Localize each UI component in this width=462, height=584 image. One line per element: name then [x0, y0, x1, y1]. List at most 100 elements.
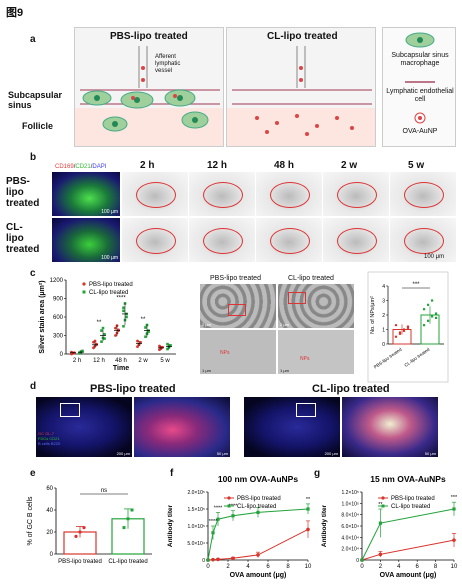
stain-dapi: DAPI: [92, 164, 107, 170]
y-tick-label: 6.0×10⁴: [341, 524, 359, 530]
stain-cd169: CD169: [55, 164, 74, 170]
data-point: [82, 526, 86, 530]
follicle-outline: [203, 182, 243, 208]
data-point: [122, 526, 126, 530]
silver-stain-image: [122, 172, 188, 216]
follicle-outline: [404, 182, 444, 208]
y-tick-label: 900: [53, 297, 64, 303]
cl-gc-overview: 200 μm: [244, 397, 340, 457]
follicle-outline: [203, 228, 243, 254]
data-point: [402, 328, 406, 331]
data-point: [101, 326, 105, 330]
data-point: [394, 335, 398, 338]
chart-title: 100 nm OVA-AuNPs: [218, 474, 298, 484]
y-tick-label: 3: [382, 299, 385, 305]
cl-fluorescence-image: 100 µm: [52, 218, 120, 262]
em-cl-image: 2 μm: [278, 284, 354, 328]
data-point: [211, 531, 215, 535]
data-point: [452, 538, 456, 542]
em-np-annotation: NPs: [220, 350, 230, 356]
scalebar-d-zoom: 50 μm: [424, 451, 436, 456]
y-axis-label: Silver stain area (μm²): [39, 280, 46, 353]
significance-marker: ***: [412, 282, 420, 288]
significance-marker: ****: [116, 295, 126, 301]
chart-g-15nm: 15 nm OVA-AuNPs 0 2.0×10⁴ 4.0×10⁴ 6.0×10⁴ 8.0…: [321, 474, 458, 579]
timepoint-label: 12 h: [207, 160, 228, 171]
y-axis-label: Antibody titer: [167, 504, 174, 547]
data-point: [169, 344, 172, 347]
data-point: [378, 552, 383, 557]
legend-marker-cl: [82, 290, 86, 294]
series-line: [207, 508, 309, 561]
y-tick-label: 8.0×10⁴: [341, 513, 359, 519]
y-tick-label: 2.0×10⁵: [187, 490, 205, 496]
scalebar-b-main: 100 μm: [424, 254, 445, 260]
data-point: [256, 510, 260, 514]
panel-d-pbs-title: PBS-lipo treated: [90, 383, 176, 395]
chart-e-gc-bcells: 0 20 40 60 PBS-lipo treated CL-lipo treated ns…: [27, 486, 152, 565]
y-axis-label: % of GC B cells: [27, 496, 34, 546]
x-tick-label: PBS-lipo treated: [373, 346, 403, 369]
y-axis-label: No. of NPs/μm²: [370, 296, 376, 334]
data-point: [81, 349, 84, 353]
y-tick-label: 1.5×10⁵: [187, 507, 205, 513]
data-point: [431, 299, 434, 302]
data-point: [206, 558, 210, 562]
data-point: [427, 319, 430, 322]
x-axis-label: Time: [113, 365, 129, 372]
panel-g-label: g: [314, 468, 321, 479]
data-point: [92, 346, 95, 350]
data-point: [360, 558, 364, 562]
legend-marker-pbs: [82, 282, 86, 286]
significance-marker: ****: [209, 519, 218, 525]
data-point: [122, 306, 125, 310]
silver-stain-image: [256, 218, 322, 262]
panel-d-label: d: [30, 381, 37, 392]
em-zoom-scale: 1 μm: [202, 368, 211, 373]
data-point: [78, 530, 82, 534]
y-tick-label: 4: [382, 284, 385, 290]
silver-stain-image: [122, 218, 188, 262]
data-point: [125, 315, 128, 319]
em-scale: 2 μm: [202, 322, 211, 327]
y-tick-label: 4.0×10⁴: [341, 535, 359, 541]
chart-c-np-count: 0 1 2 3 4 PBS-lipo treated CL-lipo treated *** N…: [367, 271, 449, 383]
significance-marker: ****: [229, 504, 238, 510]
zoom-box: [296, 403, 316, 417]
afferent-vessel-label: Afferent lymphatic vessel: [155, 54, 181, 74]
y-tick-label: 0: [202, 558, 205, 564]
y-tick-label: 600: [53, 315, 64, 321]
pbs-gc-zoom: 50 μm: [134, 397, 230, 457]
follicle-outline: [337, 182, 377, 208]
panel-a-cl-title: CL-lipo treated: [267, 31, 338, 42]
em-title-cl: CL-lipo treated: [288, 275, 334, 282]
data-point: [398, 331, 402, 334]
data-point: [423, 324, 426, 327]
y-tick-label: 40: [46, 508, 53, 514]
data-point: [423, 308, 426, 311]
data-point: [211, 557, 215, 562]
y-tick-label: 0: [356, 558, 359, 564]
figure-label: 图9: [6, 7, 24, 19]
legend-label-cl: CL-lipo treated: [89, 290, 128, 296]
row-cl-label: CL-lipo treated: [6, 222, 40, 255]
timepoint-label: 48 h: [274, 160, 295, 171]
y-tick-label: 2: [382, 313, 385, 319]
panel-a-pbs-title: PBS-lipo treated: [110, 31, 188, 42]
x-tick-label: 6: [266, 564, 270, 570]
em-zoom-box: [288, 292, 306, 304]
panel-e-label: e: [30, 468, 36, 479]
scalebar-d-big: 200 μm: [116, 451, 130, 456]
legend-bcells: B cells B220: [38, 441, 61, 446]
scalebar-b-small: 100 µm: [101, 255, 118, 261]
significance-marker: **: [97, 320, 102, 326]
x-tick-label: CL-lipo treated: [108, 559, 147, 565]
data-point: [100, 329, 103, 332]
data-point: [103, 332, 106, 336]
y-tick-label: 1.0×10⁵: [341, 501, 359, 507]
timepoint-label: 5 w: [408, 160, 425, 171]
em-zoom-scale: 1 μm: [280, 368, 289, 373]
x-tick-label: 2 h: [73, 358, 81, 364]
legend-endothelial: Lymphatic endothelial cell: [386, 88, 454, 103]
x-tick-label: 10: [305, 564, 312, 570]
